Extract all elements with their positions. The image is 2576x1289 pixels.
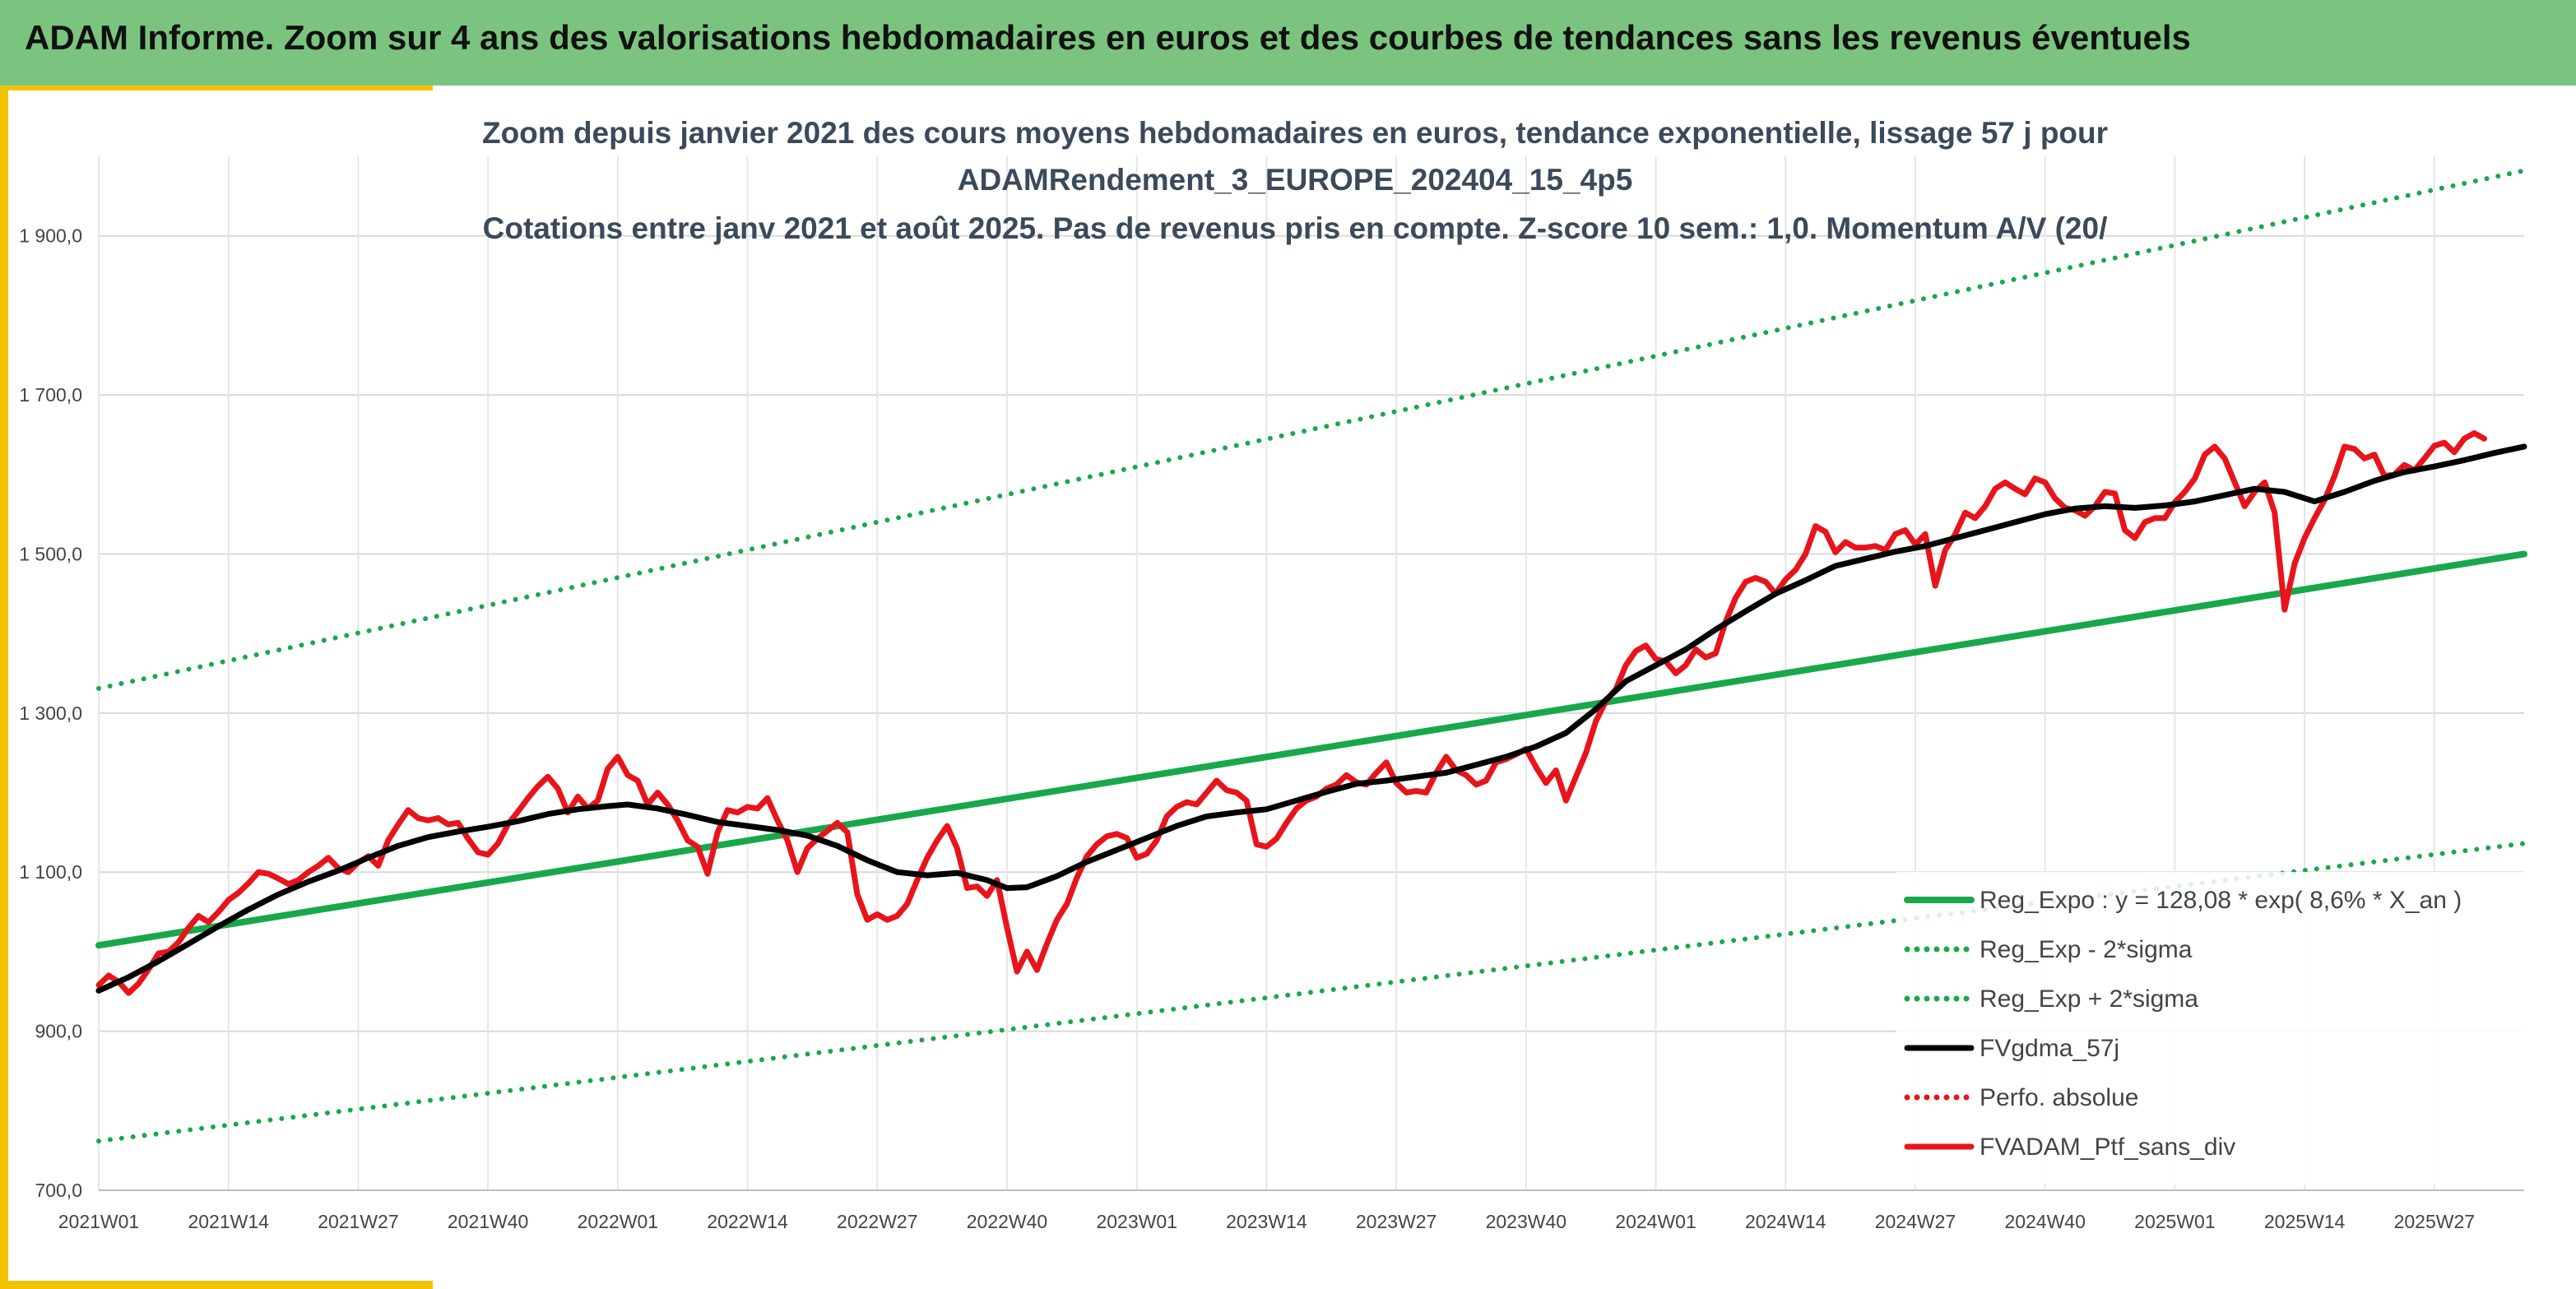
x-tick-label: 2022W27 — [837, 1211, 917, 1232]
y-tick-label: 700,0 — [35, 1180, 82, 1201]
x-tick-label: 2025W14 — [2264, 1211, 2346, 1232]
y-tick-label: 1 300,0 — [19, 702, 82, 724]
x-tick-label: 2024W01 — [1615, 1211, 1696, 1232]
x-tick-label: 2022W14 — [707, 1211, 788, 1232]
legend-label: Reg_Exp + 2*sigma — [1980, 985, 2198, 1013]
x-axis-ticks: 2021W01 2021W14 2021W27 2021W40 2022W01 2022W… — [58, 1211, 2475, 1232]
series-line-2 — [96, 168, 2527, 691]
chart-title-line-1: Zoom depuis janvier 2021 des cours moyen… — [482, 116, 2108, 150]
x-tick-label: 2021W14 — [188, 1211, 269, 1232]
series-line-5 — [95, 430, 2487, 996]
legend-label: FVADAM_Ptf_sans_div — [1980, 1134, 2235, 1161]
banner-title: ADAM Informe. Zoom sur 4 ans des valoris… — [25, 18, 2191, 57]
x-tick-label: 2025W01 — [2134, 1211, 2215, 1232]
chart-title-line-2: ADAMRendement_3_EUROPE_202404_15_4p5 — [958, 163, 1633, 197]
legend: Reg_Expo : y = 128,08 * exp( 8,6% * X_an… — [1896, 872, 2530, 1185]
accent-bar-left — [0, 86, 8, 1289]
x-tick-label: 2022W40 — [967, 1211, 1047, 1232]
legend-label: Reg_Exp - 2*sigma — [1980, 936, 2193, 963]
y-tick-label: 900,0 — [35, 1021, 82, 1042]
x-tick-label: 2024W14 — [1745, 1211, 1826, 1232]
x-tick-label: 2023W14 — [1226, 1211, 1307, 1232]
y-axis-ticks: 700,0 900,0 1 100,0 1 300,0 1 500,0 1 700,0 1 … — [19, 225, 82, 1201]
y-tick-label: 1 100,0 — [19, 861, 82, 883]
x-tick-label: 2024W40 — [2004, 1211, 2085, 1232]
x-tick-label: 2023W40 — [1486, 1211, 1566, 1232]
accent-bar-bottom — [0, 1281, 433, 1289]
y-tick-label: 1 900,0 — [19, 225, 82, 247]
legend-label: Reg_Expo : y = 128,08 * exp( 8,6% * X_an… — [1980, 887, 2462, 914]
x-tick-label: 2023W01 — [1096, 1211, 1177, 1232]
legend-label: Perfo. absolue — [1980, 1084, 2138, 1111]
x-tick-label: 2022W01 — [578, 1211, 658, 1232]
x-tick-label: 2021W01 — [58, 1211, 139, 1232]
legend-background — [1896, 872, 2530, 1185]
y-tick-label: 1 500,0 — [19, 543, 82, 564]
header-banner: ADAM Informe. Zoom sur 4 ans des valoris… — [0, 0, 2576, 86]
x-tick-label: 2024W27 — [1875, 1211, 1956, 1232]
series-line-3 — [95, 443, 2527, 994]
series-line-0 — [95, 550, 2527, 949]
x-tick-label: 2021W27 — [318, 1211, 398, 1232]
chart-title: Zoom depuis janvier 2021 des cours moyen… — [482, 116, 2108, 245]
accent-bar-top — [0, 86, 433, 90]
x-tick-label: 2021W40 — [448, 1211, 528, 1232]
chart-title-line-3: Cotations entre janv 2021 et août 2025. … — [483, 211, 2108, 245]
x-tick-label: 2025W27 — [2394, 1211, 2475, 1232]
x-tick-label: 2023W27 — [1356, 1211, 1437, 1232]
y-tick-label: 1 700,0 — [19, 384, 82, 406]
legend-label: FVgdma_57j — [1980, 1035, 2119, 1062]
